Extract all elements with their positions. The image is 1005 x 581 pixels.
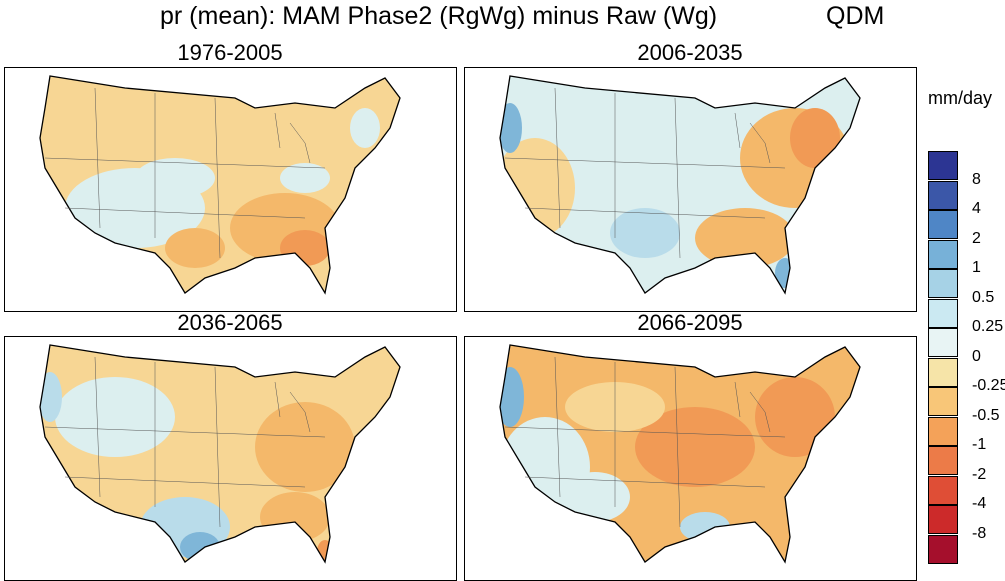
colorbar-label: 0 <box>972 347 981 365</box>
map-panel-2036-2065 <box>4 336 457 581</box>
us-map-2066-2095 <box>499 344 861 564</box>
figure-title-main: pr (mean): MAM Phase2 (RgWg) minus Raw (… <box>160 2 718 30</box>
colorbar-box <box>928 239 958 269</box>
colorbar-label: 2 <box>972 229 981 247</box>
figure-title-method: QDM <box>826 2 885 30</box>
colorbar-label: -1 <box>972 436 987 453</box>
colorbar-box <box>928 328 958 357</box>
map-panel-2006-2035 <box>464 67 917 312</box>
colorbar-box <box>928 475 958 505</box>
colorbar-label: 0.5 <box>972 288 995 306</box>
colorbar-label: -0.25 <box>972 377 1005 394</box>
colorbar-units: mm/day <box>928 88 993 108</box>
map-panel-2066-2095 <box>464 336 917 581</box>
colorbar-box <box>928 446 958 475</box>
colorbar-box <box>928 298 958 328</box>
colorbar-label: -8 <box>972 524 987 542</box>
colorbar-box <box>928 269 958 298</box>
colorbar-box <box>928 534 958 564</box>
panel-title-2036-2065: 2036-2065 <box>177 310 283 335</box>
colorbar-label: -4 <box>972 495 987 512</box>
colorbar-box <box>928 151 958 180</box>
colorbar-label: -0.5 <box>972 406 1000 424</box>
colorbar-label: 1 <box>972 259 981 276</box>
us-map-1976-2005 <box>39 75 401 295</box>
map-panel-1976-2005 <box>4 67 457 312</box>
colorbar-box <box>928 357 958 387</box>
panel-title-2066-2095: 2066-2095 <box>637 310 743 335</box>
colorbar-box <box>928 387 958 416</box>
colorbar-box <box>928 180 958 210</box>
colorbar-label: -2 <box>972 465 987 483</box>
panel-title-1976-2005: 1976-2005 <box>177 40 283 65</box>
colorbar-label: 0.25 <box>972 318 1004 335</box>
colorbar-box <box>928 505 958 534</box>
figure-title: pr (mean): MAM Phase2 (RgWg) minus Raw (… <box>0 2 1005 89</box>
panel-title-2006-2035: 2006-2035 <box>637 40 743 65</box>
colorbar-label: 8 <box>972 170 981 188</box>
us-map-2006-2035 <box>499 75 861 295</box>
us-map-2036-2065 <box>39 344 401 564</box>
colorbar-label: 4 <box>972 200 981 217</box>
colorbar-box <box>928 210 958 239</box>
colorbar-box <box>928 416 958 446</box>
